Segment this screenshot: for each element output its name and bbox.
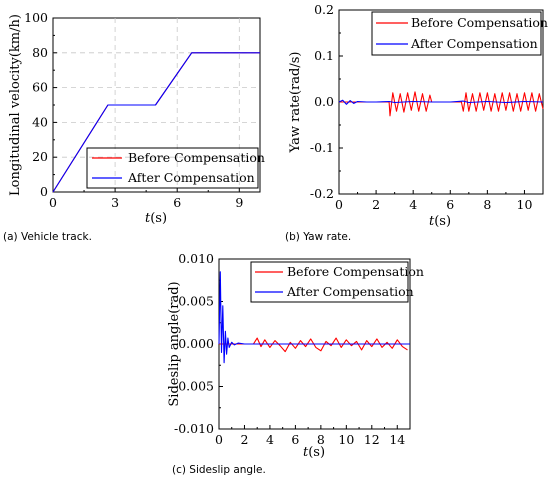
series-line-b-before (339, 91, 544, 117)
legend-box-b (371, 11, 542, 56)
series-line-c-after (218, 271, 410, 364)
caption-a: (a) Vehicle track. (3, 231, 92, 243)
y-axis-label-c: Sideslip angle(rad) (167, 281, 182, 406)
y-axis-label-b: Yaw rate(rad/s) (288, 52, 303, 154)
x-axis-label-var-c: t (303, 445, 309, 460)
chart-panel-a: 0 3 6 9 0 20 40 60 80 100 Before Compensation Aft… (3, 10, 265, 243)
series-lines-b (338, 91, 544, 117)
y-tick-label-a-4: 80 (32, 45, 48, 60)
y-tick-label-a-0: 0 (40, 184, 48, 199)
x-tick-label-b-4: 8 (483, 197, 491, 212)
legend-label-before-c: Before Compensation (287, 264, 424, 279)
x-tick-label-a-1: 3 (111, 195, 119, 210)
plot-frame-a (52, 17, 261, 193)
x-axis-label-var-a: t (145, 211, 151, 226)
x-axis-label-c: t(s) (303, 445, 325, 460)
y-tick-label-c-0: -0.010 (174, 421, 214, 436)
x-axis-label-b: t(s) (429, 214, 451, 229)
y-tick-label-a-2: 40 (32, 114, 48, 129)
series-lines-c (218, 271, 410, 364)
series-line-b-after (338, 99, 544, 105)
caption-c: (c) Sideslip angle. (172, 464, 266, 476)
x-tick-label-a-0: 0 (49, 195, 57, 210)
chart-panel-b: 0 2 4 6 8 10 -0.2 -0.1 0.0 0.1 0.2 Before Compensa… (285, 2, 548, 243)
legend-c: Before Compensation After Compensation (250, 261, 424, 303)
x-axis-label-unit-c: (s) (308, 445, 325, 460)
x-tick-label-b-1: 2 (372, 197, 380, 212)
y-tick-label-b-0: -0.2 (310, 186, 334, 201)
x-tick-label-b-2: 4 (409, 197, 417, 212)
ticks-a: 0 3 6 9 0 20 40 60 80 100 (24, 10, 243, 210)
y-tick-label-c-1: -0.005 (174, 379, 214, 394)
y-tick-label-a-5: 100 (24, 10, 48, 25)
y-tick-label-c-3: 0.005 (178, 294, 214, 309)
legend-box-c (250, 261, 409, 303)
y-axis-label-a: Longitudinal velocity(km/h) (8, 14, 23, 196)
x-tick-label-b-3: 6 (446, 197, 454, 212)
caption-b: (b) Yaw rate. (285, 231, 351, 243)
y-tick-label-a-1: 20 (32, 149, 48, 164)
chart-panel-c: 0 2 4 6 8 10 12 14 -0.010 -0.005 0.000 0.005 0.010 B… (167, 251, 424, 476)
x-axis-label-a: t(s) (145, 211, 167, 226)
y-tick-label-b-3: 0.1 (314, 48, 334, 63)
ticks-b: 0 2 4 6 8 10 -0.2 -0.1 0.0 0.1 0.2 (310, 2, 533, 212)
x-tick-label-c-3: 6 (291, 432, 299, 447)
grid-a (53, 18, 260, 192)
x-tick-label-c-4: 8 (317, 432, 325, 447)
x-tick-label-b-0: 0 (335, 197, 343, 212)
x-tick-label-a-3: 9 (235, 195, 243, 210)
series-line-c-before (219, 337, 408, 353)
legend-label-after-c: After Compensation (286, 284, 414, 299)
x-axis-label-var-b: t (429, 214, 435, 229)
x-tick-label-c-0: 0 (215, 432, 223, 447)
x-tick-label-c-1: 2 (240, 432, 248, 447)
legend-label-before-a: Before Compensation (128, 150, 265, 165)
y-tick-label-b-1: -0.1 (310, 140, 334, 155)
y-tick-label-b-2: 0.0 (314, 94, 334, 109)
x-tick-label-b-5: 10 (517, 197, 533, 212)
series-line-a-after (52, 52, 260, 193)
legend-box-a (86, 147, 259, 189)
series-lines-a (52, 52, 260, 193)
y-tick-label-c-2: 0.000 (178, 336, 214, 351)
x-tick-label-c-6: 12 (364, 432, 380, 447)
x-tick-label-a-2: 6 (173, 195, 181, 210)
x-tick-label-c-5: 10 (338, 432, 354, 447)
y-tick-label-c-4: 0.010 (178, 251, 214, 266)
x-axis-label-unit-b: (s) (434, 214, 451, 229)
y-tick-label-a-3: 60 (32, 80, 48, 95)
ticks-c: 0 2 4 6 8 10 12 14 -0.010 -0.005 0.000 0.005 0.010 (174, 251, 405, 447)
x-axis-label-unit-a: (s) (150, 211, 167, 226)
legend-label-before-b: Before Compensation (411, 15, 548, 30)
x-tick-label-c-7: 14 (389, 432, 405, 447)
y-tick-label-b-4: 0.2 (314, 2, 334, 17)
x-tick-label-c-2: 4 (266, 432, 274, 447)
legend-label-after-a: After Compensation (127, 170, 255, 185)
legend-a: Before Compensation After Compensation (86, 147, 265, 189)
legend-b: Before Compensation After Compensation (371, 11, 548, 56)
legend-label-after-b: After Compensation (410, 36, 538, 51)
